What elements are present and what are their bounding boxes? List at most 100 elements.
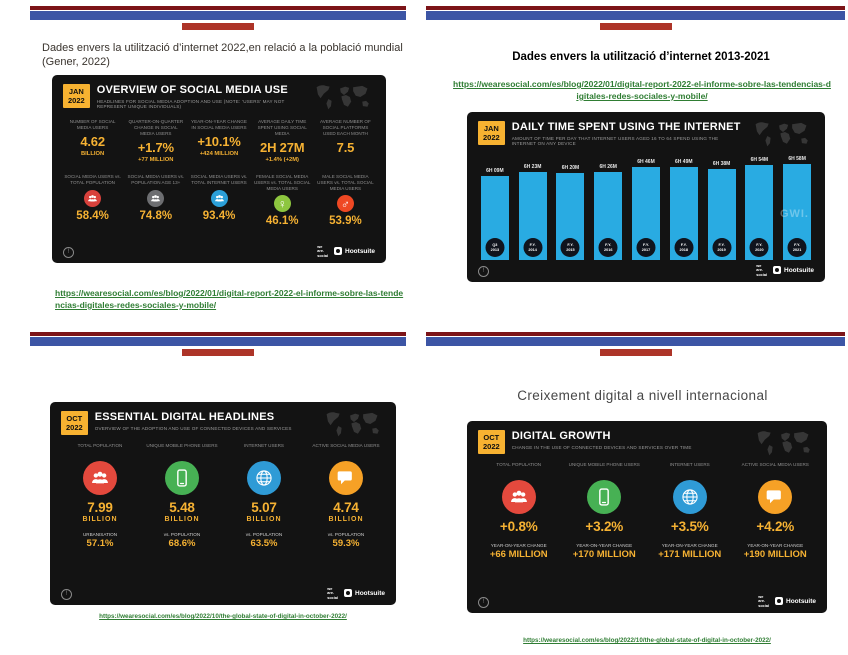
year-label-bottom: 2013 — [490, 247, 500, 252]
male-icon: ♂ — [336, 195, 354, 213]
hootsuite-logo: Hootsuite — [775, 597, 816, 606]
stat-column: INTERNET USERS +3.5% YEAR-ON-YEAR CHANGE +1… — [650, 462, 730, 560]
phone-icon — [587, 480, 622, 514]
stat-label: AVERAGE DAILY TIME SPENT USING SOCIAL ME… — [257, 119, 307, 137]
badge-month: JAN — [68, 87, 84, 96]
brand-logos: we are. social Hootsuite — [327, 587, 385, 600]
stat-value: +3.2% — [585, 519, 624, 534]
chart-bar: F.Y. 2014 — [518, 172, 547, 260]
headline-stat: NUMBER OF SOCIAL MEDIA USERS 4.62 BILLION — [63, 119, 122, 164]
phone-icon — [165, 461, 199, 495]
year-label: F.Y. 2020 — [749, 238, 769, 257]
sub-stat-label: vs. POPULATION — [327, 532, 365, 537]
year-label-top: F.Y. — [718, 242, 725, 247]
card-title: DIGITAL GROWTH — [511, 430, 611, 442]
year-label-top: Q3 — [492, 242, 498, 247]
percentage-stat: MALE SOCIAL MEDIA USERS vs. TOTAL SOCIAL… — [316, 174, 375, 228]
chart-bar: F.Y. 2016 — [594, 172, 623, 260]
info-icon: ! — [478, 266, 489, 277]
card-titles: OVERVIEW OF SOCIAL MEDIA USE HEADLINES F… — [97, 84, 307, 109]
sub-stat-label: YEAR-ON-YEAR CHANGE — [576, 543, 633, 548]
year-label-top: F.Y. — [567, 242, 574, 247]
year-label-bottom: 2018 — [679, 247, 688, 252]
year-label-top: F.Y. — [680, 242, 687, 247]
slide4-report-link[interactable]: https://wearesocial.com/es/blog/2022/10/… — [523, 637, 771, 644]
slide4-title: Creixement digital a nivell internaciona… — [517, 388, 768, 403]
chart-bar: F.Y. 2015 — [556, 173, 585, 260]
chart-bar-column: 6H 38M F.Y. 2019 — [706, 154, 738, 260]
stat-label: SOCIAL MEDIA USERS vs. TOTAL POPULATION — [64, 173, 121, 185]
stat-value: 4.74 — [333, 500, 359, 515]
sub-stat-value: +171 MILLION — [658, 549, 722, 560]
bar-value-label: 6H 23M — [523, 164, 542, 170]
stat-value: 5.48 — [169, 500, 195, 515]
world-map-icon — [752, 428, 818, 458]
chart-bar-column: 6H 20M F.Y. 2015 — [555, 154, 587, 260]
slide4-infographic-digital-growth: OCT 2022 DIGITAL GROWTH CHANGE IN THE US… — [467, 421, 827, 613]
year-label-top: F.Y. — [605, 242, 612, 247]
card-title: DAILY TIME SPENT USING THE INTERNET — [511, 121, 741, 133]
slide3-report-link[interactable]: https://wearesocial.com/es/blog/2022/10/… — [99, 613, 347, 620]
hootsuite-logo: Hootsuite — [334, 247, 375, 256]
chart-bar-column: 6H 23M F.Y. 2014 — [517, 154, 549, 260]
chart-bar-column: 6H 46M F.Y. 2017 — [630, 154, 662, 260]
slide1-percentage-stats-row: SOCIAL MEDIA USERS vs. TOTAL POPULATION 5… — [52, 174, 386, 228]
daily-time-bar-chart: 6H 09M Q3 2013 6H 23M F.Y. 2014 6H 20M F.Y. 2015… — [479, 154, 813, 260]
card-header: OCT 2022 ESSENTIAL DIGITAL HEADLINES OVE… — [50, 402, 396, 435]
slide1-infographic-overview-of-social-media-use: JAN 2022 OVERVIEW OF SOCIAL MEDIA USE HE… — [52, 75, 386, 263]
slide3-accent-bars — [30, 332, 406, 356]
slide1-accent-bars — [30, 6, 406, 30]
card-titles: DAILY TIME SPENT USING THE INTERNET AMOU… — [512, 121, 741, 146]
year-label-bottom: 2015 — [566, 247, 575, 252]
stat-label: QUARTER-ON-QUARTER CHANGE IN SOCIAL MEDI… — [128, 119, 184, 137]
year-label-bottom: 2021 — [792, 247, 802, 252]
stat-label: FEMALE SOCIAL MEDIA USERS vs. TOTAL SOCI… — [253, 173, 311, 191]
red-accent-bar — [182, 23, 254, 30]
stat-label: SOCIAL MEDIA USERS vs. TOTAL INTERNET US… — [190, 173, 248, 185]
stat-column: ACTIVE SOCIAL MEDIA USERS +4.2% YEAR-ON-YE… — [736, 462, 816, 560]
stat-column: ACTIVE SOCIAL MEDIA USERS 4.74 BILLION vs. … — [308, 443, 384, 549]
year-label-bottom: 2016 — [603, 247, 613, 252]
stat-value: 58.4% — [76, 209, 109, 222]
people-icon — [210, 189, 228, 207]
year-label-top: F.Y. — [642, 242, 650, 247]
bar-value-label: 6H 58M — [788, 156, 806, 162]
sub-stat-value: +190 MILLION — [743, 549, 807, 560]
sub-stat-value: 59.3% — [332, 538, 360, 549]
stat-label: INTERNET USERS — [669, 462, 710, 467]
hootsuite-owl-icon — [775, 597, 784, 606]
stat-column: TOTAL POPULATION +0.8% YEAR-ON-YEAR CHANGE… — [479, 462, 559, 560]
headline-stat: YEAR-ON-YEAR CHANGE IN SOCIAL MEDIA USER… — [189, 119, 248, 164]
bar-value-label: 6H 38M — [712, 161, 731, 167]
badge-year: 2022 — [483, 442, 500, 451]
slide2-report-link[interactable]: https://wearesocial.com/es/blog/2022/01/… — [453, 79, 831, 101]
year-label: F.Y. 2017 — [636, 238, 656, 257]
bar-value-label: 6H 46M — [637, 159, 655, 165]
world-map-icon — [321, 409, 387, 439]
stat-sub-value — [316, 157, 375, 164]
stat-value: 53.9% — [329, 215, 362, 228]
blue-bar — [426, 337, 845, 346]
year-label: F.Y. 2018 — [674, 238, 694, 257]
stat-column: UNIQUE MOBILE PHONE USERS +3.2% YEAR-ON-YE… — [565, 462, 645, 560]
stat-label: UNIQUE MOBILE PHONE USERS — [146, 443, 218, 448]
percentage-stat: SOCIAL MEDIA USERS vs. POPULATION AGE 13… — [126, 174, 185, 228]
stat-label: UNIQUE MOBILE PHONE USERS — [568, 462, 640, 467]
card-titles: DIGITAL GROWTH CHANGE IN THE USE OF CONN… — [512, 430, 692, 450]
chart-bar: F.Y. 2021 — [783, 164, 812, 260]
headline-stat: AVERAGE NUMBER OF SOCIAL PLATFORMS USED … — [316, 119, 375, 164]
hootsuite-logo: Hootsuite — [344, 589, 385, 598]
card-footer: ! we are. social Hootsuite — [478, 595, 816, 608]
we-are-social-logo: we are. social — [758, 594, 770, 608]
slide3-stat-columns: TOTAL POPULATION 7.99 BILLION URBANISATION 5… — [50, 443, 396, 549]
chart-bar: F.Y. 2017 — [632, 167, 660, 260]
brand-logos: we are. social Hootsuite — [317, 245, 375, 258]
slide1-report-link[interactable]: https://wearesocial.com/es/blog/2022/01/… — [55, 288, 404, 310]
bar-value-label: 6H 20M — [561, 165, 580, 171]
year-label-bottom: 2014 — [528, 247, 537, 252]
chart-bar-column: 6H 58M F.Y. 2021 — [781, 154, 813, 260]
blue-bar — [30, 11, 406, 20]
slide1-headline-stats-row: NUMBER OF SOCIAL MEDIA USERS 4.62 BILLION Q… — [52, 119, 386, 164]
we-are-social-logo: we are. social — [317, 244, 329, 258]
headline-stat: QUARTER-ON-QUARTER CHANGE IN SOCIAL MEDI… — [126, 119, 185, 164]
